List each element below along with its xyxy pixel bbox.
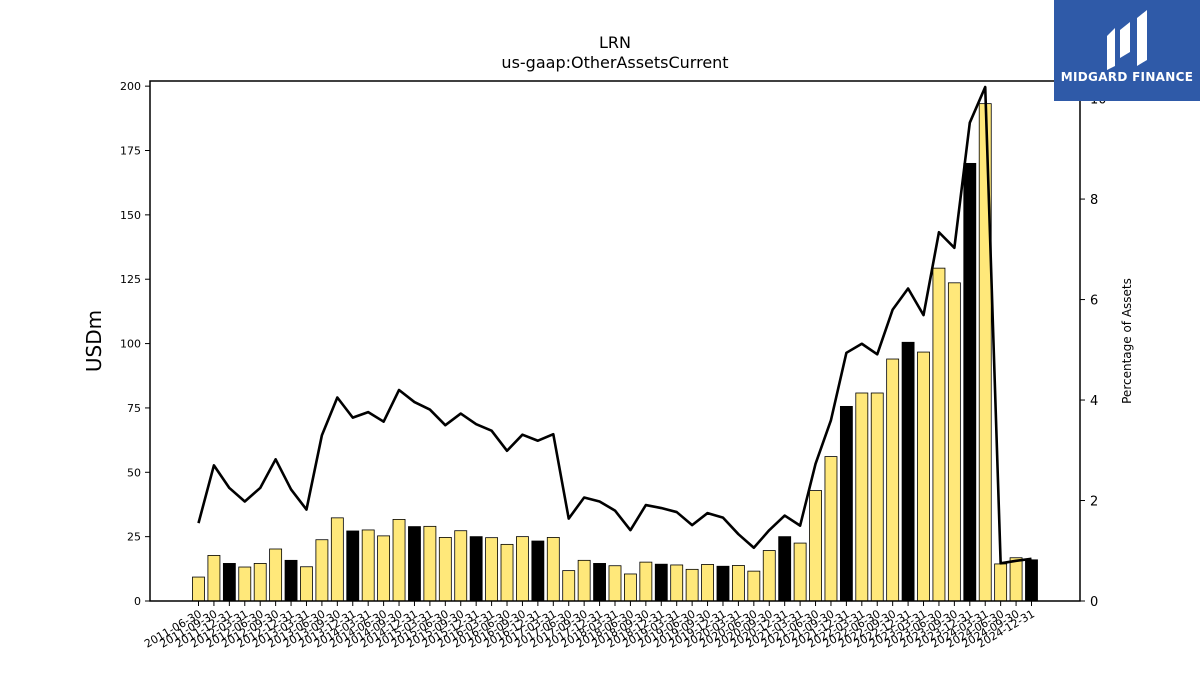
bar [870, 392, 884, 602]
bar [500, 543, 514, 602]
y-tick-label: 175 [120, 145, 141, 158]
bar [654, 563, 668, 602]
bar [593, 563, 606, 602]
logo-icon [1107, 10, 1147, 70]
bar [408, 526, 421, 602]
y2-tick-label: 8 [1090, 193, 1098, 208]
bar [670, 564, 684, 602]
bar [516, 536, 529, 602]
y-tick-label: 125 [120, 273, 141, 286]
bar-series [192, 103, 1038, 602]
bar [269, 548, 283, 602]
bar [253, 563, 267, 602]
y2-tick-label: 6 [1090, 294, 1098, 309]
y2-axis-label: Percentage of Assets [1120, 278, 1134, 404]
bar [762, 550, 776, 602]
bar [1025, 559, 1038, 602]
bar [778, 536, 792, 602]
bar [531, 540, 545, 602]
bar [485, 537, 499, 602]
logo-text: MIDGARD FINANCE [1060, 70, 1194, 84]
y-tick-label: 200 [120, 80, 141, 93]
y2-tick-label: 2 [1090, 495, 1098, 510]
bar [932, 267, 946, 602]
bar [824, 456, 838, 602]
y-tick-label: 25 [127, 531, 141, 544]
bar [947, 282, 961, 602]
bar [438, 537, 452, 602]
bar [917, 351, 930, 602]
y2-tick-label: 4 [1090, 394, 1098, 409]
x-axis-ticks: 2011-06-302011-09-302011-12-312012-03-31… [142, 601, 1037, 651]
bar [361, 529, 375, 602]
bar [809, 490, 822, 602]
bar [839, 405, 853, 602]
bar [207, 555, 221, 602]
percentage-line [197, 85, 1032, 565]
bar [546, 537, 560, 602]
bar [469, 536, 483, 602]
left-axis-ticks: 0 25 50 75 100 125 150 175 200 [120, 80, 150, 608]
bar [577, 559, 591, 602]
y-axis-label: USDm [82, 310, 106, 372]
y-tick-label: 150 [120, 209, 141, 222]
bar [731, 565, 745, 602]
bar [793, 542, 807, 602]
right-axis-ticks: 0246810 [1080, 93, 1107, 610]
brand-logo: MIDGARD FINANCE [1054, 0, 1200, 101]
chart-subtitle: us-gaap:OtherAssetsCurrent [501, 53, 728, 72]
bar [392, 519, 406, 602]
bar [608, 565, 622, 602]
bar [624, 573, 637, 602]
y-tick-label: 50 [127, 466, 141, 479]
bar [192, 576, 205, 602]
bar [315, 539, 329, 602]
y-tick-label: 100 [120, 338, 141, 351]
bar [747, 570, 761, 602]
y-tick-label: 75 [127, 402, 141, 415]
bar [300, 566, 313, 602]
bar [346, 530, 360, 602]
bar [377, 535, 391, 602]
y-tick-label: 0 [134, 595, 141, 608]
bar [963, 162, 977, 602]
bar [639, 561, 653, 602]
bar [701, 564, 714, 602]
chart-title: LRN [599, 33, 631, 52]
bar [886, 358, 900, 602]
bar [1009, 557, 1023, 602]
y2-tick-label: 0 [1090, 595, 1098, 610]
line-series [197, 85, 1032, 565]
bar [716, 565, 730, 602]
bar [901, 341, 915, 602]
bar [454, 530, 468, 602]
bar [222, 563, 236, 602]
bar [562, 570, 576, 602]
bar [994, 563, 1008, 602]
bar [423, 525, 437, 602]
bar [238, 566, 252, 602]
bar [284, 559, 298, 602]
bar [855, 392, 869, 602]
bar [685, 568, 699, 602]
bar [330, 517, 344, 602]
